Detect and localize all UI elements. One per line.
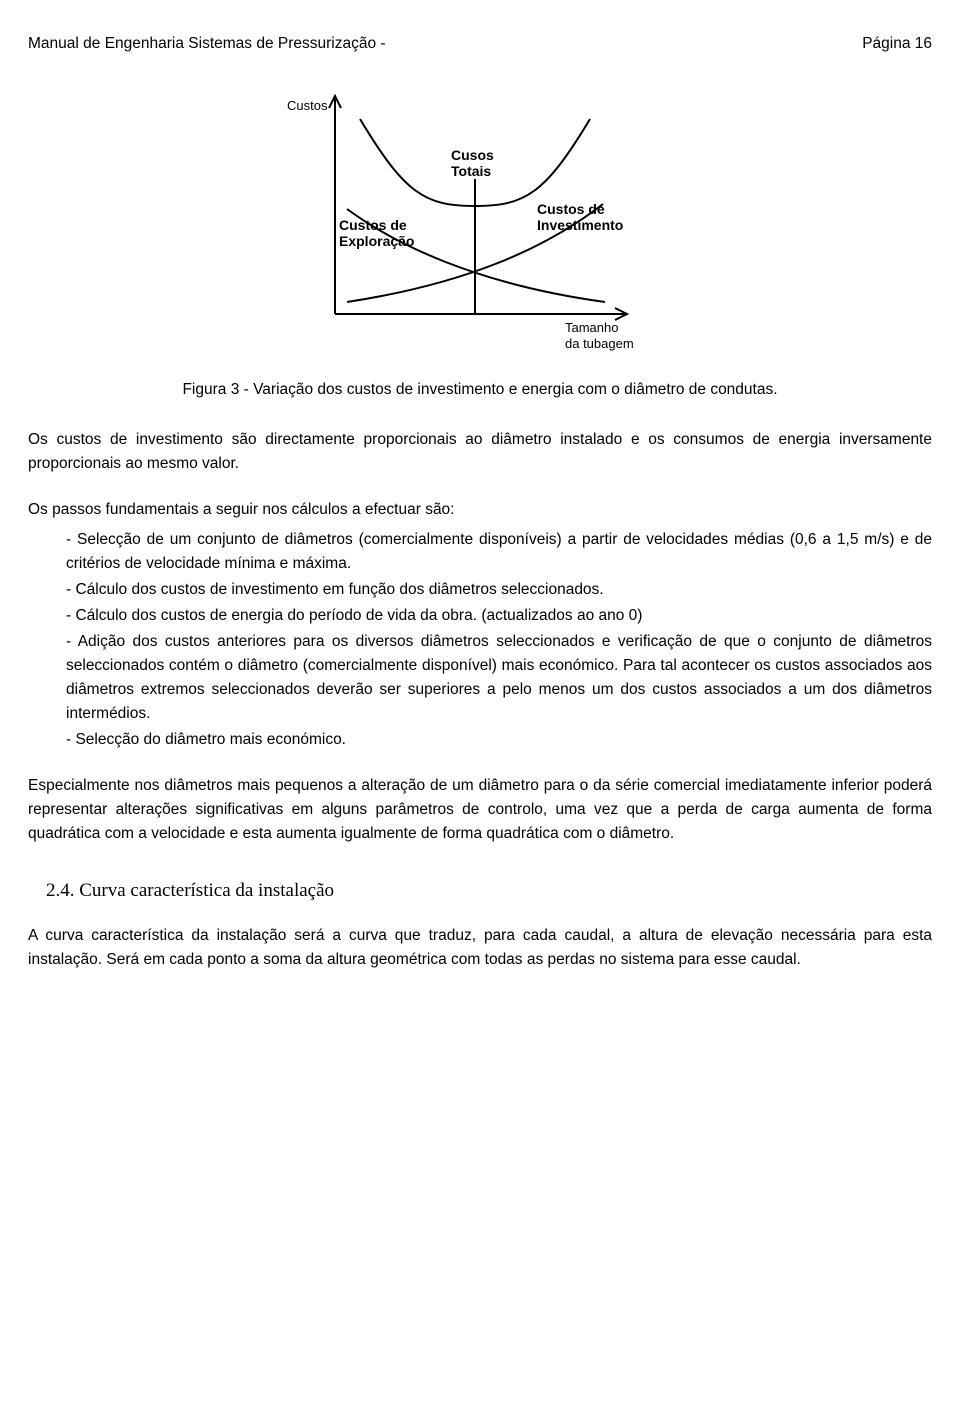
- header-left: Manual de Engenharia Sistemas de Pressur…: [28, 32, 386, 56]
- paragraph-investment-proportional: Os custos de investimento são directamen…: [28, 428, 932, 476]
- step-5: - Selecção do diâmetro mais económico.: [66, 728, 932, 752]
- figure-caption: Figura 3 - Variação dos custos de invest…: [28, 378, 932, 402]
- section-heading-2-4: 2.4. Curva característica da instalação: [46, 876, 932, 905]
- step-1: - Selecção de um conjunto de diâmetros (…: [66, 528, 932, 576]
- investment-label-1: Custos de: [537, 201, 605, 217]
- page-header: Manual de Engenharia Sistemas de Pressur…: [28, 32, 932, 56]
- total-costs-label-2: Totais: [451, 163, 491, 179]
- header-right: Página 16: [862, 32, 932, 56]
- steps-list: - Selecção de um conjunto de diâmetros (…: [66, 528, 932, 752]
- exploration-label-2: Exploração: [339, 233, 414, 249]
- total-costs-label-1: Cusos: [451, 147, 494, 163]
- x-axis-label-1: Tamanho: [565, 320, 618, 335]
- step-3: - Cálculo dos custos de energia do perío…: [66, 604, 932, 628]
- paragraph-characteristic-curve: A curva característica da instalação ser…: [28, 924, 932, 972]
- exploration-label-1: Custos de: [339, 217, 407, 233]
- y-axis-label: Custos: [287, 98, 328, 113]
- cost-chart: Custos Tamanho da tubagem Cusos Totais C…: [265, 74, 695, 364]
- step-2: - Cálculo dos custos de investimento em …: [66, 578, 932, 602]
- cost-chart-container: Custos Tamanho da tubagem Cusos Totais C…: [28, 74, 932, 364]
- step-4: - Adição dos custos anteriores para os d…: [66, 630, 932, 726]
- x-axis-label-2: da tubagem: [565, 336, 634, 351]
- steps-intro: Os passos fundamentais a seguir nos cálc…: [28, 498, 932, 522]
- investment-label-2: Investimento: [537, 217, 623, 233]
- paragraph-small-diameters: Especialmente nos diâmetros mais pequeno…: [28, 774, 932, 846]
